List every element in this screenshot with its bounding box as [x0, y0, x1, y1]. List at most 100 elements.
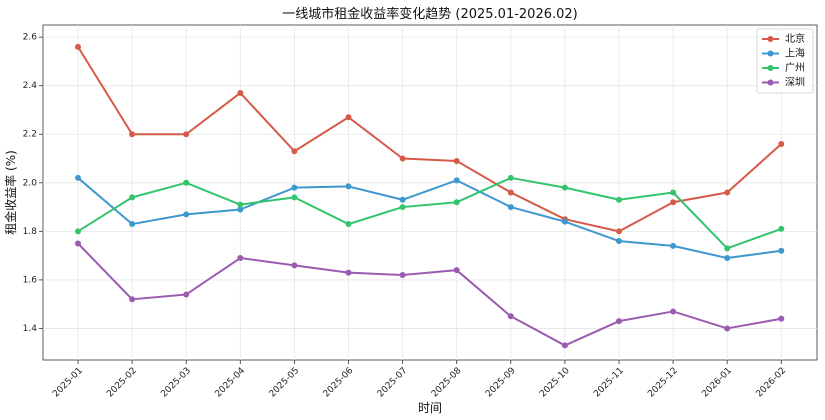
data-point — [75, 240, 81, 247]
data-point — [670, 242, 677, 249]
y-tick-label: 2.0 — [23, 178, 38, 188]
x-tick-label: 2025-05 — [268, 366, 302, 400]
data-point — [724, 189, 731, 196]
data-point — [345, 114, 352, 121]
data-point — [778, 315, 785, 322]
legend-swatch-marker — [767, 65, 774, 71]
grid — [43, 25, 817, 360]
legend-swatch-marker — [767, 79, 774, 86]
data-point — [75, 228, 81, 235]
data-point — [670, 189, 677, 196]
legend-swatch-marker — [767, 50, 774, 57]
y-tick-label: 2.6 — [23, 33, 38, 43]
data-point — [291, 148, 298, 155]
y-tick-label: 1.8 — [23, 227, 38, 237]
data-point — [507, 313, 514, 320]
data-point — [724, 245, 731, 252]
x-tick-label: 2025-06 — [322, 366, 356, 400]
chart-title: 一线城市租金收益率变化趋势 (2025.01-2026.02) — [282, 6, 577, 22]
data-point — [670, 308, 677, 315]
x-tick-label: 2025-01 — [51, 366, 85, 400]
data-point — [616, 318, 622, 325]
series-group — [75, 43, 785, 349]
data-point — [778, 225, 785, 232]
y-tick-label: 1.6 — [23, 275, 38, 285]
data-point — [291, 262, 298, 269]
x-tick-label: 2025-07 — [376, 366, 410, 400]
data-point — [345, 269, 352, 276]
data-point — [237, 206, 244, 213]
data-point — [129, 131, 136, 138]
data-point — [291, 194, 298, 201]
x-tick-label: 2026-02 — [755, 366, 789, 400]
x-axis: 2025-01 2025-02 2025-03 2025-04 2025-05 2025-… — [51, 360, 788, 399]
data-point — [616, 228, 622, 235]
data-point — [724, 325, 731, 332]
y-axis: 1.4 1.6 1.8 2.0 2.2 2.4 2.6 — [23, 33, 43, 334]
data-point — [183, 131, 190, 138]
data-point — [507, 204, 514, 211]
x-tick-label: 2026-01 — [700, 366, 734, 400]
data-point — [345, 183, 352, 190]
data-point — [129, 296, 136, 303]
data-point — [453, 177, 460, 184]
data-point — [778, 247, 785, 254]
y-axis-title: 租金收益率 (%) — [3, 150, 18, 235]
data-point — [129, 221, 136, 228]
data-point — [75, 174, 81, 181]
legend-label: 北京 — [785, 32, 805, 45]
legend-swatch-marker — [767, 36, 774, 42]
data-point — [453, 157, 460, 164]
data-point — [670, 199, 677, 206]
data-point — [237, 201, 244, 208]
data-point — [616, 196, 622, 203]
data-point — [183, 179, 190, 186]
data-point — [399, 155, 406, 162]
data-point — [291, 184, 298, 191]
series-2 — [75, 174, 785, 252]
x-tick-label: 2025-02 — [105, 366, 139, 400]
x-axis-title: 时间 — [418, 401, 442, 415]
x-tick-label: 2025-04 — [214, 366, 248, 400]
legend-item: 深圳 — [762, 77, 805, 89]
data-point — [507, 189, 514, 196]
x-tick-label: 2025-12 — [646, 366, 680, 400]
data-point — [129, 194, 136, 201]
legend-item: 上海 — [762, 47, 805, 60]
series-line — [77, 242, 782, 347]
x-tick-label: 2025-03 — [159, 366, 193, 400]
series-0 — [75, 43, 785, 235]
x-tick-label: 2025-10 — [538, 366, 572, 400]
series-1 — [75, 174, 785, 262]
y-tick-label: 2.2 — [23, 130, 37, 140]
data-point — [183, 211, 190, 218]
series-line — [77, 46, 782, 233]
legend-label: 广州 — [785, 62, 805, 74]
data-point — [616, 238, 622, 245]
data-point — [399, 204, 406, 211]
data-point — [237, 255, 244, 262]
data-point — [561, 184, 568, 191]
data-point — [237, 89, 244, 96]
legend-box — [756, 28, 814, 94]
series-line — [77, 177, 782, 260]
series-3 — [75, 240, 785, 349]
data-point — [75, 43, 81, 50]
data-point — [561, 342, 568, 349]
y-tick-label: 1.4 — [23, 324, 38, 334]
data-point — [778, 140, 785, 147]
legend-item: 北京 — [762, 32, 805, 45]
legend-label: 深圳 — [785, 77, 805, 89]
x-tick-label: 2025-11 — [592, 366, 626, 400]
data-point — [561, 218, 568, 225]
x-tick-label: 2025-09 — [484, 366, 518, 400]
data-point — [507, 174, 514, 181]
data-point — [724, 255, 731, 262]
legend-label: 上海 — [785, 47, 805, 60]
data-point — [399, 272, 406, 279]
data-point — [453, 267, 460, 274]
plot-area — [42, 24, 818, 361]
x-tick-label: 2025-08 — [430, 366, 464, 400]
